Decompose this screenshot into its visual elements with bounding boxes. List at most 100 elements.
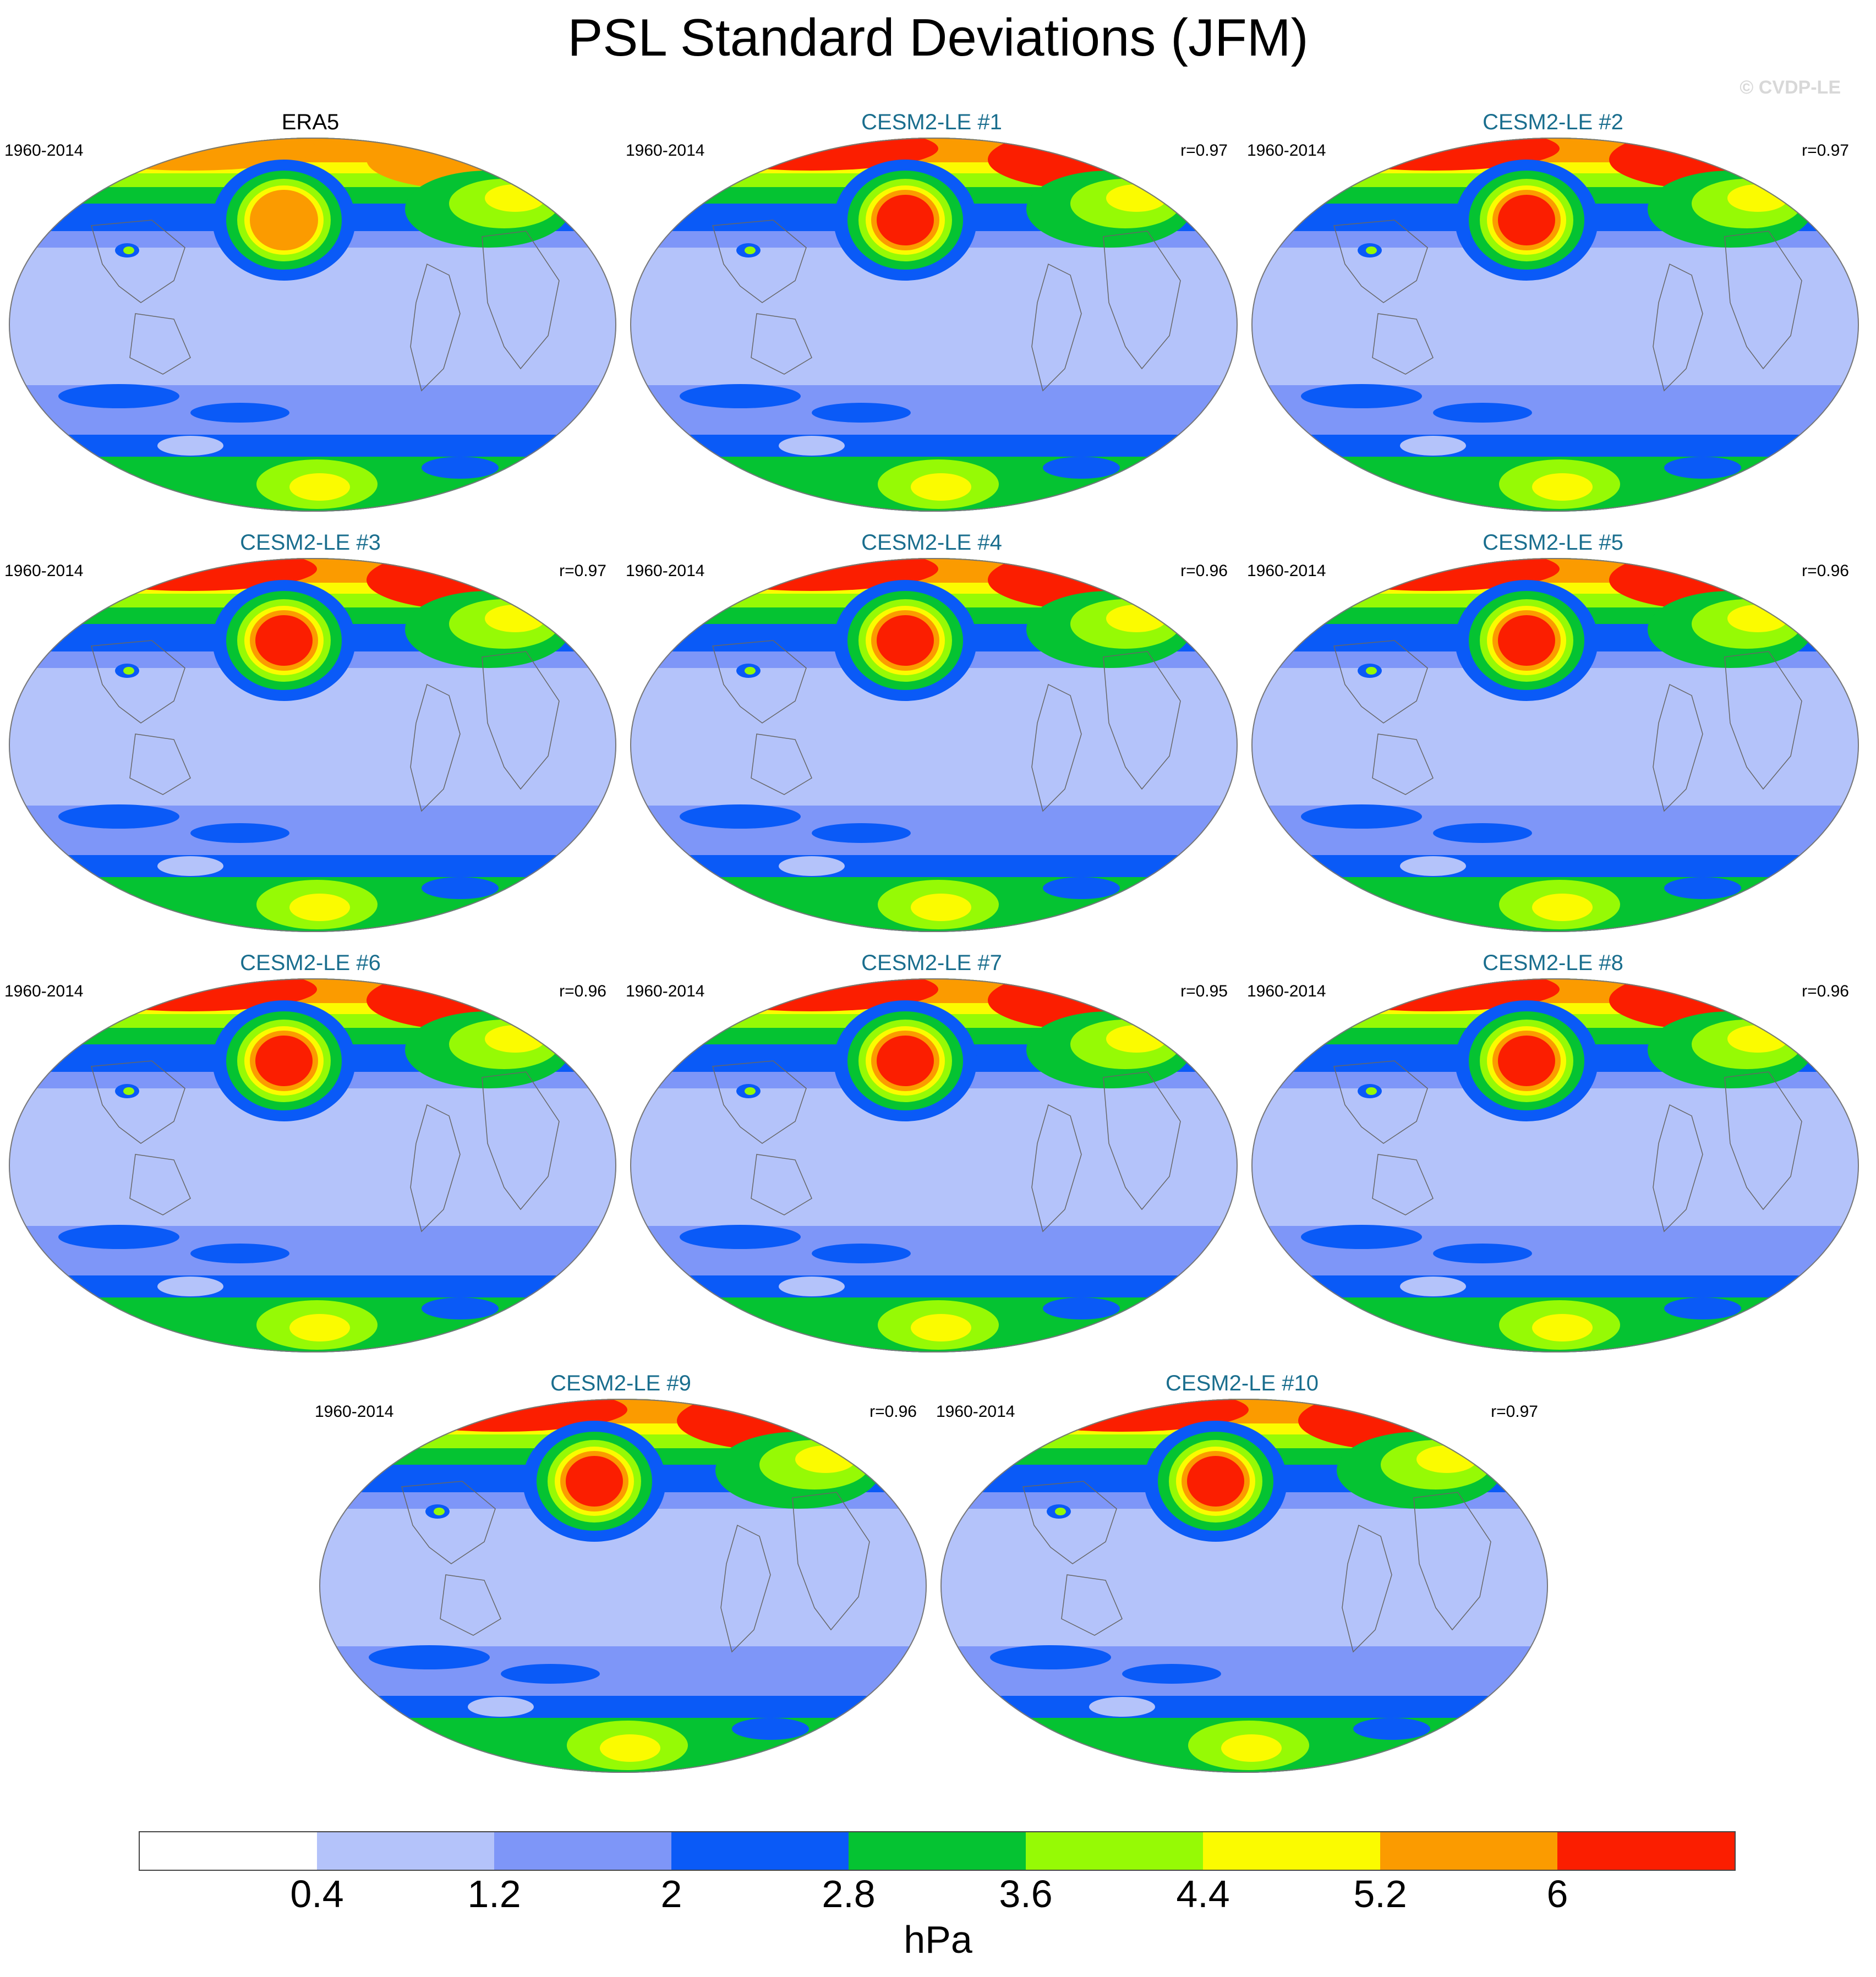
south-pacific-blob — [1433, 403, 1532, 423]
globe-map — [1251, 558, 1859, 932]
panel-title: CESM2-LE #6 — [240, 951, 381, 975]
npacific-core — [1498, 1036, 1555, 1086]
coastline — [720, 1524, 771, 1653]
colorbar-box — [1203, 1832, 1380, 1870]
coastline — [1413, 1492, 1491, 1631]
globe-outline — [319, 1399, 927, 1773]
colorbar-box — [1380, 1832, 1557, 1870]
panel-correlation: r=0.96 — [1802, 562, 1849, 580]
npacific-core — [255, 1036, 313, 1086]
coastline — [440, 1574, 501, 1636]
panel-correlation: r=0.96 — [869, 1403, 917, 1421]
colorbar-level-label: 6 — [1546, 1872, 1568, 1915]
coastline — [129, 733, 191, 795]
map-panel: ERA5 1960-2014 — [4, 110, 616, 512]
colorbar-level-label: 3.6 — [999, 1872, 1053, 1915]
south-weak-blob — [157, 1277, 223, 1296]
coastline — [1333, 640, 1428, 724]
panel-period: 1960-2014 — [4, 562, 84, 580]
antarctic-core — [1532, 1314, 1593, 1341]
south-weak-blob — [157, 856, 223, 876]
colorbar — [139, 1831, 1736, 1871]
coastline — [1653, 263, 1703, 392]
globe-map — [630, 978, 1238, 1352]
panel-correlation: r=0.96 — [1180, 562, 1228, 580]
map-panel: CESM2-LE #2 1960-2014 r=0.97 — [1247, 110, 1859, 512]
south-indian-blob — [990, 1645, 1111, 1669]
south-atlantic-blob — [422, 877, 499, 899]
south-weak-blob — [1400, 436, 1466, 456]
coastline — [1724, 1071, 1802, 1211]
antarctic-core — [911, 894, 971, 921]
map-panel: CESM2-LE #4 1960-2014 r=0.96 — [626, 530, 1238, 932]
panel-title: CESM2-LE #3 — [240, 530, 381, 555]
coastline — [1103, 1071, 1181, 1211]
panel-title: CESM2-LE #2 — [1483, 110, 1623, 134]
coastline — [482, 1071, 560, 1211]
globe-map — [319, 1399, 927, 1773]
tibet-core — [745, 247, 756, 254]
npacific-core — [1498, 195, 1555, 245]
coastline — [91, 1060, 185, 1144]
npacific-core — [1187, 1456, 1244, 1507]
panel-correlation: r=0.96 — [559, 982, 606, 1000]
coastline — [1333, 220, 1428, 303]
panel-period: 1960-2014 — [315, 1403, 394, 1421]
coastline — [1372, 733, 1434, 795]
south-pacific-blob — [1433, 823, 1532, 843]
south-pacific-blob — [1122, 1664, 1221, 1684]
antarctic-core — [289, 473, 350, 501]
south-indian-blob — [680, 1225, 801, 1249]
coastline — [1724, 651, 1802, 790]
south-atlantic-blob — [422, 1297, 499, 1319]
coastline — [1342, 1524, 1392, 1653]
tibet-core — [123, 667, 134, 675]
tibet-core — [123, 1087, 134, 1095]
colorbar-level-label: 2.8 — [822, 1872, 876, 1915]
coastline — [1031, 683, 1082, 812]
npacific-core — [566, 1456, 623, 1507]
south-atlantic-blob — [422, 457, 499, 479]
panel-title: CESM2-LE #5 — [1483, 530, 1623, 555]
globe-map — [1251, 978, 1859, 1352]
panel-title: ERA5 — [281, 110, 340, 134]
colorbar-box — [317, 1832, 494, 1870]
coastline — [712, 220, 807, 303]
coastline — [1372, 1154, 1434, 1215]
south-indian-blob — [58, 804, 179, 829]
coastline — [1031, 263, 1082, 392]
map-panel: CESM2-LE #6 1960-2014 r=0.96 — [4, 951, 616, 1352]
south-pacific-blob — [190, 823, 289, 843]
coastline — [751, 733, 812, 795]
antarctic-core — [1532, 473, 1593, 501]
globe-outline — [1251, 558, 1859, 932]
panel-title: CESM2-LE #8 — [1483, 951, 1623, 975]
coastline — [1022, 1481, 1117, 1564]
coastline — [1103, 651, 1181, 790]
panel-period: 1960-2014 — [626, 562, 705, 580]
colorbar-level-label: 4.4 — [1176, 1872, 1230, 1915]
map-panel: CESM2-LE #5 1960-2014 r=0.96 — [1247, 530, 1859, 932]
panel-correlation: r=0.97 — [1802, 141, 1849, 160]
south-atlantic-blob — [1043, 877, 1120, 899]
south-atlantic-blob — [1664, 457, 1741, 479]
south-weak-blob — [779, 856, 845, 876]
map-panel: CESM2-LE #9 1960-2014 r=0.96 — [315, 1371, 927, 1773]
antarctic-core — [289, 894, 350, 921]
tibet-core — [1366, 667, 1377, 675]
south-weak-blob — [779, 436, 845, 456]
coastline — [712, 1060, 807, 1144]
antarctic-core — [911, 1314, 971, 1341]
panel-correlation: r=0.96 — [1802, 982, 1849, 1000]
panel-period: 1960-2014 — [1247, 982, 1326, 1000]
south-indian-blob — [1301, 804, 1422, 829]
south-atlantic-blob — [1043, 457, 1120, 479]
globe-map — [9, 978, 616, 1352]
coastline — [401, 1481, 496, 1564]
panel-title: CESM2-LE #9 — [550, 1371, 691, 1395]
coastline — [1031, 1104, 1082, 1233]
colorbar-level-label: 1.2 — [467, 1872, 521, 1915]
south-pacific-blob — [501, 1664, 600, 1684]
antarctic-core — [289, 1314, 350, 1341]
coastline — [1653, 1104, 1703, 1233]
